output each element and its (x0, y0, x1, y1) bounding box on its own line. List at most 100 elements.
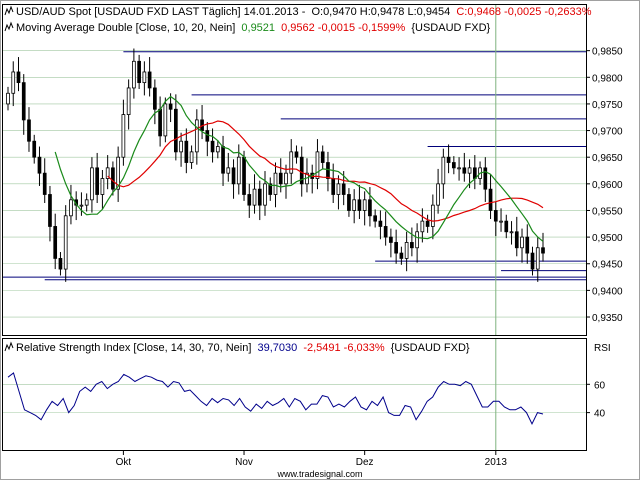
candle-body (299, 156, 304, 185)
candle-body (431, 204, 435, 227)
y-tick-label: 0,9700 (592, 127, 623, 138)
candle-body (21, 82, 26, 121)
candle-body (509, 231, 514, 234)
y-tick-label: 40 (594, 409, 606, 420)
candle-body (163, 103, 168, 137)
candle-body (404, 242, 409, 259)
ma-fast-value: 0,9521 (241, 22, 275, 34)
y-tick-label: 0,9500 (592, 233, 623, 244)
y-tick-label: 0,9750 (592, 100, 623, 111)
watermark: www.tradesignal.com (276, 469, 362, 479)
line-chart-icon (4, 341, 14, 352)
candle-body (294, 151, 299, 158)
candle-body (63, 215, 68, 270)
y-tick-label: 60 (594, 380, 606, 391)
candle-body (420, 220, 425, 233)
candle-body (189, 151, 194, 163)
candle-body (184, 140, 189, 163)
candle-body (158, 108, 162, 137)
candle-body (436, 183, 440, 206)
candle-body (415, 231, 419, 249)
candle-body (331, 178, 336, 195)
candle-body (326, 162, 330, 179)
y-tick-label: 0,9550 (592, 206, 623, 217)
y-tick-label: 0,9350 (592, 313, 623, 324)
candle-body (394, 242, 398, 254)
rsi-y-axis: 40 60 (586, 380, 606, 420)
rsi-panel-frame (2, 338, 587, 451)
x-tick-label: 2013 (485, 457, 508, 468)
candle-body (347, 194, 351, 211)
candle-body (42, 172, 47, 195)
candlestick-series (6, 48, 545, 282)
candle-body (278, 172, 283, 185)
time-x-axis: Okt Nov Dez 2013 (116, 450, 508, 468)
candle-body (179, 140, 183, 153)
candle-body (137, 60, 141, 84)
svg-text:Moving Average Double [Close,: Moving Average Double [Close, 10, 20, Ne… (16, 22, 491, 34)
y-tick-label: 0,9400 (592, 286, 623, 297)
candle-body (273, 172, 278, 195)
svg-text:USD/AUD Spot [USDAUD FXD LAST: USD/AUD Spot [USDAUD FXD LAST Täglich] 1… (16, 6, 592, 18)
y-tick-label: 0,9600 (592, 180, 623, 191)
candle-body (95, 167, 100, 195)
candle-body (451, 162, 456, 169)
candle-body (132, 60, 136, 89)
candle-body (289, 151, 294, 174)
candle-body (514, 231, 519, 249)
candle-body (389, 236, 393, 243)
rsi-value: 39,7030 (257, 342, 297, 354)
candle-body (383, 226, 388, 238)
candle-body (252, 188, 257, 206)
candle-body (168, 103, 173, 110)
candle-body (48, 194, 52, 227)
candle-body (221, 146, 225, 174)
candle-body (352, 199, 357, 211)
instrument-name: USD/AUD Spot [USDAUD FXD LAST Täglich] 1… (16, 6, 306, 18)
candle-body (315, 151, 320, 179)
candle-body (504, 220, 509, 233)
candle-body (499, 220, 503, 223)
candle-body (111, 167, 115, 190)
ma-symbol: {USDAUD FXD} (411, 22, 490, 34)
price-panel-frame (2, 4, 587, 336)
y-tick-label: 0,9650 (592, 153, 623, 164)
ma-indicator-name: Moving Average Double [Close, 10, 20, Ne… (16, 22, 235, 34)
rsi-axis-title: RSI (594, 343, 611, 354)
x-tick-label: Dez (356, 457, 374, 468)
candle-body (6, 92, 10, 105)
candle-body (457, 167, 461, 170)
close-change: C:0,9468 -0,0025 -0,2633% (456, 6, 591, 18)
price-y-axis: 0,9350 0,9400 0,9450 0,9500 0,9550 0,9600 0,96… (586, 47, 623, 324)
candle-body (147, 71, 152, 89)
candle-body (462, 167, 467, 174)
candle-body (242, 156, 246, 195)
candle-body (231, 167, 236, 185)
rsi-grid (3, 384, 586, 413)
candle-body (257, 188, 262, 206)
candle-body (194, 119, 199, 153)
candle-body (378, 220, 383, 227)
ohl-values: O:0,9470 H:0,9478 L:0,9454 (311, 6, 450, 18)
candle-body (399, 252, 404, 259)
candle-body (530, 252, 535, 270)
candle-body (410, 242, 414, 249)
candle-body (263, 183, 267, 206)
line-chart-icon (4, 5, 14, 16)
y-tick-label: 0,9850 (592, 47, 623, 58)
candle-body (341, 183, 346, 195)
candle-body (362, 199, 367, 211)
candle-body (27, 119, 31, 142)
candle-body (320, 151, 325, 163)
candle-body (373, 215, 377, 222)
candle-body (116, 156, 120, 190)
moving-average-lines (54, 95, 544, 242)
candle-body (58, 258, 63, 270)
candle-body (357, 199, 362, 211)
candle-body (215, 146, 220, 153)
rsi-line (7, 372, 544, 426)
candle-body (535, 247, 540, 270)
candle-body (32, 140, 37, 158)
candle-body (368, 199, 372, 217)
